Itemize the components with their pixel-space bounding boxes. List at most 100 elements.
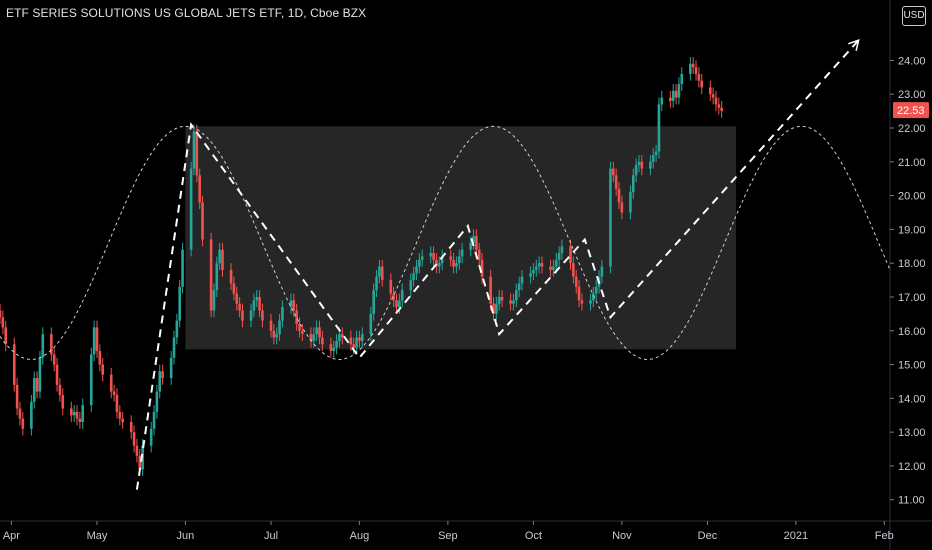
candle: [321, 330, 324, 352]
candle: [409, 273, 413, 297]
candle: [657, 97, 661, 159]
candle-body: [651, 155, 655, 162]
candle: [192, 124, 196, 176]
candle-body: [537, 263, 541, 267]
candle-body: [614, 175, 618, 189]
candle-body: [70, 408, 73, 416]
candle-body: [372, 290, 375, 314]
candle-body: [520, 276, 524, 284]
candle: [649, 155, 652, 176]
candle-body: [78, 418, 82, 422]
candle-body: [560, 246, 564, 254]
candle: [352, 337, 356, 355]
candle: [175, 313, 179, 345]
x-tick-label: Jun: [177, 530, 195, 542]
candle: [492, 296, 495, 321]
candle-body: [249, 310, 253, 321]
candle-body: [289, 300, 293, 308]
candle: [358, 330, 361, 348]
candle: [429, 246, 433, 264]
candle: [21, 411, 25, 436]
candle-body: [532, 269, 535, 274]
candle: [540, 256, 544, 274]
candle: [221, 242, 224, 277]
candle-body: [189, 168, 193, 250]
candle: [577, 280, 581, 308]
candle-body: [155, 391, 159, 412]
candle-body: [395, 300, 398, 308]
candle-body: [455, 263, 458, 267]
candle: [515, 283, 518, 308]
candle: [617, 182, 621, 210]
candle-body: [717, 104, 721, 108]
candle: [477, 242, 481, 267]
candle: [637, 155, 641, 172]
x-tick-label: Sep: [438, 530, 458, 542]
candle: [229, 263, 233, 291]
candle: [81, 398, 85, 429]
candle: [89, 347, 93, 412]
candle-body: [109, 374, 113, 392]
candle-body: [472, 236, 475, 243]
candle: [432, 246, 435, 267]
candle: [272, 324, 276, 345]
candle: [711, 87, 715, 105]
y-tick-label: 12.00: [898, 461, 926, 473]
candle: [389, 273, 393, 301]
currency-badge[interactable]: USD: [902, 6, 926, 26]
candle-body: [634, 165, 638, 176]
candle: [0, 303, 2, 324]
candle: [669, 90, 672, 108]
candle-body: [132, 432, 136, 446]
sine-wave-projection: [0, 125, 891, 361]
candle-body: [298, 324, 301, 331]
candle: [349, 330, 353, 352]
x-tick-label: May: [87, 530, 108, 542]
candle: [309, 327, 313, 348]
candle-body: [689, 63, 692, 74]
candle: [651, 148, 655, 169]
candle-body: [115, 394, 119, 412]
candle-body: [515, 290, 518, 301]
candle: [532, 263, 535, 281]
y-tick-label: 24.00: [898, 55, 926, 67]
candle: [697, 67, 701, 88]
candle-body: [415, 266, 418, 274]
candle-body: [258, 296, 261, 311]
candle-body: [278, 320, 281, 335]
candle-body: [0, 310, 2, 318]
candle: [689, 57, 692, 81]
candle-body: [375, 276, 378, 291]
candle-body: [118, 411, 122, 419]
candle: [215, 256, 219, 297]
candle: [292, 293, 296, 318]
candle: [629, 185, 632, 220]
candle-body: [720, 107, 723, 112]
candle-body: [318, 327, 321, 338]
candle-body: [30, 401, 33, 429]
candle-body: [674, 90, 678, 98]
zigzag-projection: [135, 38, 860, 490]
candle-body: [660, 97, 664, 105]
candle-body: [32, 378, 36, 402]
consolidation-range-box[interactable]: [185, 126, 736, 350]
candle-body: [15, 384, 19, 409]
candle: [15, 378, 19, 416]
candle-body: [649, 161, 652, 169]
candle: [315, 320, 318, 341]
candle: [181, 242, 184, 294]
x-tick-label: Apr: [3, 530, 20, 542]
candle-body: [620, 202, 624, 213]
candle-body: [409, 280, 413, 291]
candle-body: [192, 131, 196, 169]
x-tick-label: Jul: [264, 530, 278, 542]
candle-body: [232, 283, 236, 294]
candle-body: [612, 168, 615, 176]
candle: [72, 405, 76, 422]
candle-body: [38, 357, 42, 392]
candle: [161, 364, 164, 385]
candle: [255, 290, 259, 308]
candle-body: [492, 303, 495, 314]
candle: [41, 327, 45, 365]
